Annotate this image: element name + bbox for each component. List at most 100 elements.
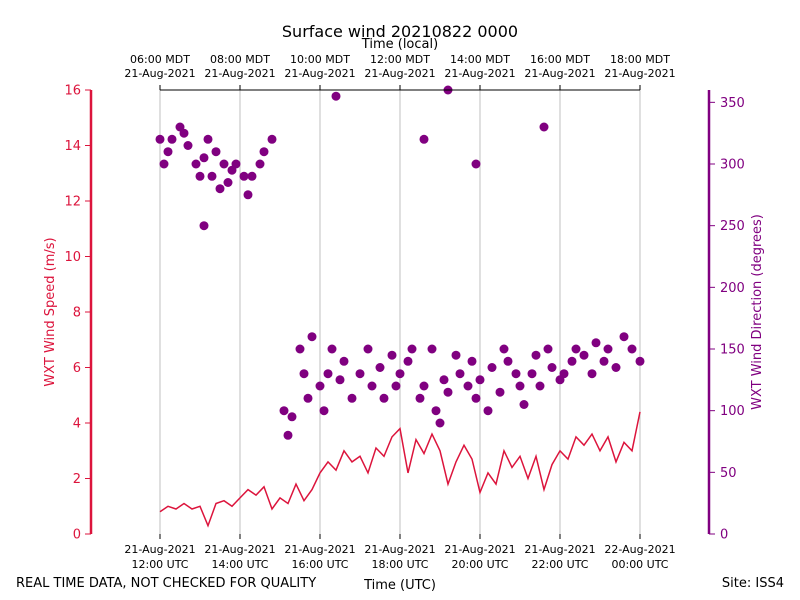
x-tick-label: 20:00 UTC: [451, 558, 508, 571]
wind-direction-point: [239, 171, 249, 181]
wind-direction-point: [559, 369, 569, 379]
wind-direction-point: [511, 369, 521, 379]
wind-direction-point: [527, 369, 537, 379]
wind-direction-point: [619, 332, 629, 342]
wind-direction-point: [347, 393, 357, 403]
x-tick-label: 21-Aug-2021: [364, 543, 435, 556]
right-tick-label: 150: [720, 343, 745, 358]
wind-direction-point: [499, 344, 509, 354]
wind-direction-point: [567, 356, 577, 366]
wind-direction-point: [391, 381, 401, 391]
wind-direction-point: [427, 344, 437, 354]
wind-direction-point: [315, 381, 325, 391]
top-tick-label: 21-Aug-2021: [284, 67, 355, 80]
wind-direction-point: [375, 363, 385, 372]
wind-direction-point: [299, 369, 309, 379]
wind-direction-point: [395, 369, 405, 379]
x-tick-label: 00:00 UTC: [611, 558, 668, 571]
x-tick-label: 16:00 UTC: [291, 558, 348, 571]
chart-title: Surface wind 20210822 0000: [282, 22, 518, 41]
wind-direction-point: [579, 350, 589, 360]
wind-direction-point: [419, 134, 429, 144]
wind-direction-point: [167, 134, 177, 144]
left-tick-label: 6: [73, 361, 81, 376]
right-tick-label: 300: [720, 158, 745, 173]
wind-direction-point: [363, 344, 373, 354]
left-tick-label: 4: [73, 417, 81, 432]
top-tick-label: 21-Aug-2021: [364, 67, 435, 80]
wind-direction-point: [531, 350, 541, 360]
wind-direction-point: [403, 356, 413, 366]
wind-direction-point: [307, 332, 317, 342]
wind-direction-point: [547, 363, 557, 372]
wind-direction-point: [319, 406, 329, 416]
wind-direction-point: [243, 190, 253, 200]
right-tick-label: 0: [720, 528, 728, 543]
speed-layer: [159, 411, 641, 528]
wind-direction-point: [199, 221, 209, 231]
x-tick-label: 21-Aug-2021: [284, 543, 355, 556]
wind-direction-point: [515, 381, 525, 391]
wind-direction-point: [543, 344, 553, 354]
right-tick-label: 200: [720, 281, 745, 296]
left-tick-label: 12: [64, 195, 81, 210]
wind-direction-point: [215, 184, 225, 194]
wind-direction-point: [627, 344, 637, 354]
wind-direction-point: [211, 147, 221, 157]
wind-direction-point: [471, 159, 481, 169]
wind-direction-point: [435, 418, 445, 428]
x-tick-label: 22:00 UTC: [531, 558, 588, 571]
wind-direction-point: [295, 344, 305, 354]
wind-direction-point: [503, 356, 513, 366]
wind-direction-point: [463, 381, 473, 391]
wind-direction-point: [467, 356, 477, 366]
wind-direction-point: [195, 171, 205, 181]
wind-direction-point: [191, 159, 201, 169]
wind-direction-point: [519, 400, 529, 409]
top-tick-label: 21-Aug-2021: [124, 67, 195, 80]
top-tick-label: 08:00 MDT: [210, 53, 270, 66]
x-tick-label: 18:00 UTC: [371, 558, 428, 571]
wind-direction-point: [451, 350, 461, 360]
wind-direction-point: [183, 141, 193, 150]
wind-direction-point: [415, 393, 425, 403]
wind-direction-point: [267, 134, 277, 144]
x-tick-label: 14:00 UTC: [211, 558, 268, 571]
wind-direction-point: [471, 393, 481, 403]
wind-direction-point: [591, 338, 601, 348]
footer-quality-note: REAL TIME DATA, NOT CHECKED FOR QUALITY: [16, 576, 316, 591]
wind-direction-point: [223, 178, 233, 187]
wind-direction-point: [335, 375, 345, 385]
wind-direction-point: [287, 412, 297, 422]
wind-direction-point: [179, 128, 189, 138]
left-tick-label: 0: [73, 528, 81, 543]
top-tick-label: 21-Aug-2021: [604, 67, 675, 80]
x-tick-label: 21-Aug-2021: [524, 543, 595, 556]
left-tick-label: 14: [64, 139, 81, 154]
left-axis-label: WXT Wind Speed (m/s): [43, 237, 58, 386]
wind-direction-point: [159, 159, 169, 169]
wind-direction-point: [323, 369, 333, 379]
right-axis-label: WXT Wind Direction (degrees): [750, 214, 765, 410]
left-tick-label: 16: [64, 84, 81, 99]
wind-direction-point: [443, 387, 453, 397]
top-tick-label: 12:00 MDT: [370, 53, 430, 66]
wind-direction-point: [219, 159, 229, 169]
wind-direction-point: [475, 375, 485, 385]
grid-layer: [159, 90, 641, 534]
wind-direction-point: [331, 91, 341, 101]
left-tick-label: 2: [73, 472, 81, 487]
wind-direction-point: [535, 381, 545, 391]
wind-direction-point: [407, 344, 417, 354]
top-axis-label: Time (local): [361, 37, 438, 52]
wind-direction-point: [207, 171, 217, 181]
wind-direction-point: [279, 406, 289, 416]
wind-direction-point: [379, 393, 389, 403]
top-tick-label: 10:00 MDT: [290, 53, 350, 66]
top-tick-label: 21-Aug-2021: [204, 67, 275, 80]
top-tick-label: 18:00 MDT: [610, 53, 670, 66]
wind-direction-point: [199, 153, 209, 163]
wind-direction-point: [635, 356, 645, 366]
x-tick-label: 21-Aug-2021: [124, 543, 195, 556]
x-tick-label: 12:00 UTC: [131, 558, 188, 571]
